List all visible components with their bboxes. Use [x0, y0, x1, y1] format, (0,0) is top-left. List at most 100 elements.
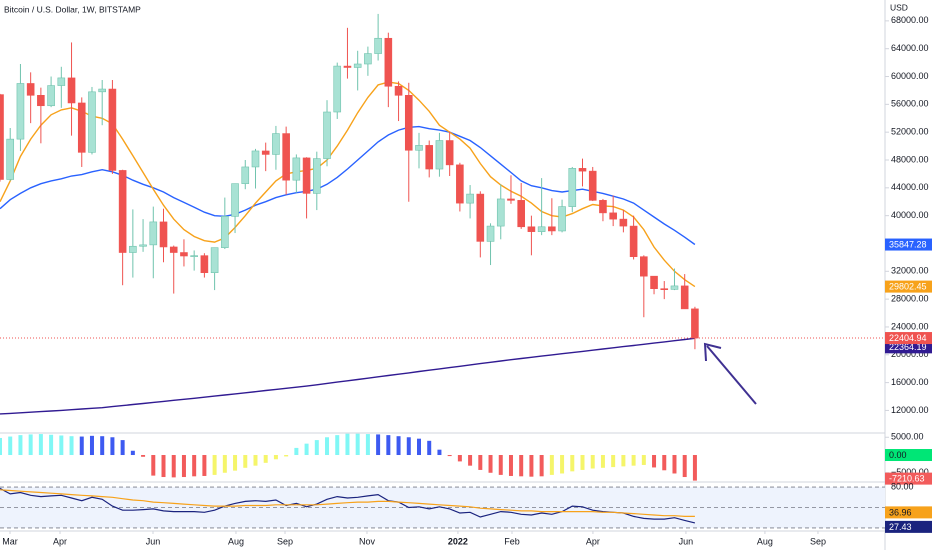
annotation-arrow: [703, 342, 757, 405]
moving-average-line: [0, 125, 696, 246]
candle-body: [139, 244, 147, 247]
price-label-box: [885, 332, 932, 345]
histogram-bar: [0, 437, 2, 456]
x-tick-label: Jun: [146, 536, 161, 546]
histogram-bar: [161, 455, 166, 478]
candle-body: [394, 85, 403, 96]
candle-body: [129, 245, 137, 253]
histogram-bar: [171, 455, 176, 478]
histogram-bar: [416, 438, 421, 456]
price-label-box: [885, 238, 932, 251]
x-tick-label: Jun: [679, 536, 694, 546]
candle-body: [0, 94, 4, 180]
histogram-bar: [8, 436, 13, 456]
candle-body: [200, 255, 209, 273]
candle-body: [425, 145, 434, 170]
histogram-bar: [100, 436, 105, 456]
histogram-bar: [222, 455, 227, 473]
candle-body: [241, 166, 250, 184]
histogram-bar: [437, 449, 442, 456]
histogram-bar: [406, 437, 411, 456]
histogram-bar: [672, 455, 677, 474]
histogram-bar: [611, 455, 616, 468]
candle-body: [609, 212, 617, 220]
candle-body: [435, 140, 444, 170]
histogram-bar: [498, 455, 503, 475]
histogram-bar: [253, 455, 258, 466]
price-label: 35847.28: [889, 239, 927, 249]
candle-body: [261, 150, 270, 155]
price-label: 0.00: [889, 450, 907, 460]
candle-body: [231, 183, 239, 217]
candle-body: [456, 164, 464, 204]
histogram-bar: [89, 435, 94, 456]
x-tick-label: Aug: [228, 536, 244, 546]
y-tick-label: 56000.00: [891, 99, 929, 109]
y-tick-label: 28000.00: [891, 294, 929, 304]
histogram-bar: [468, 455, 473, 466]
histogram-bar: [652, 455, 657, 468]
price-label: -7210.63: [889, 473, 925, 483]
histogram-bar: [447, 455, 452, 457]
candle-body: [466, 193, 474, 204]
x-tick-label: Apr: [53, 536, 67, 546]
candle-body: [404, 95, 413, 151]
histogram-bar: [519, 455, 524, 477]
candle-body: [26, 83, 35, 96]
histogram-bar: [427, 440, 432, 456]
price-label-box: [885, 341, 932, 354]
histogram-bar: [314, 440, 319, 456]
price-label: 22404.94: [889, 333, 927, 343]
histogram-bar: [692, 455, 697, 481]
histogram-bar: [304, 443, 309, 456]
histogram-bar: [365, 434, 370, 456]
candle-body: [353, 63, 362, 68]
candle-body: [415, 145, 423, 151]
candle-body: [537, 226, 546, 232]
chart-title: Bitcoin / U.S. Dollar, 1W, BITSTAMP: [4, 4, 141, 14]
histogram-bar: [478, 455, 483, 470]
histogram-bar: [488, 455, 493, 473]
price-label: 36.96: [889, 507, 912, 517]
candle-body: [691, 308, 699, 339]
price-label-box: [885, 449, 932, 462]
candle-body: [384, 37, 393, 87]
histogram-bar: [273, 455, 278, 460]
candle-body: [507, 198, 515, 201]
y-tick-label: 64000.00: [891, 43, 929, 53]
candle-body: [282, 133, 290, 181]
candle-body: [98, 88, 106, 93]
price-label: 29802.45: [889, 281, 927, 291]
histogram-bar: [590, 455, 595, 469]
oscillator-line: [0, 489, 695, 517]
candle-body: [445, 140, 454, 166]
x-tick-label: Sep: [277, 536, 293, 546]
x-tick-label: Mar: [2, 536, 18, 546]
candle-body: [6, 138, 15, 180]
pane: [0, 13, 885, 415]
histogram-bar: [529, 455, 534, 477]
histogram-bar: [69, 436, 74, 456]
histogram-bar: [662, 455, 667, 471]
candle-body: [568, 168, 577, 207]
candle-body: [578, 168, 587, 172]
y-tick-label: 52000.00: [891, 127, 929, 137]
candle-body: [660, 288, 669, 290]
candle-body: [313, 158, 321, 194]
candle-body: [149, 221, 158, 246]
candle-body: [588, 170, 597, 201]
candle-body: [159, 221, 168, 248]
candle-body: [599, 200, 607, 214]
histogram-bar: [560, 455, 565, 474]
histogram-bar: [355, 433, 360, 456]
histogram-bar: [570, 455, 575, 472]
candle-body: [180, 252, 188, 257]
oscillator-line: [0, 487, 696, 524]
y-tick-label: 60000.00: [891, 71, 929, 81]
candle-body: [527, 226, 536, 232]
histogram-bar: [18, 435, 23, 456]
candle-body: [118, 170, 127, 253]
histogram-bar: [325, 437, 330, 456]
y-tick-label: 5000.00: [891, 432, 924, 442]
